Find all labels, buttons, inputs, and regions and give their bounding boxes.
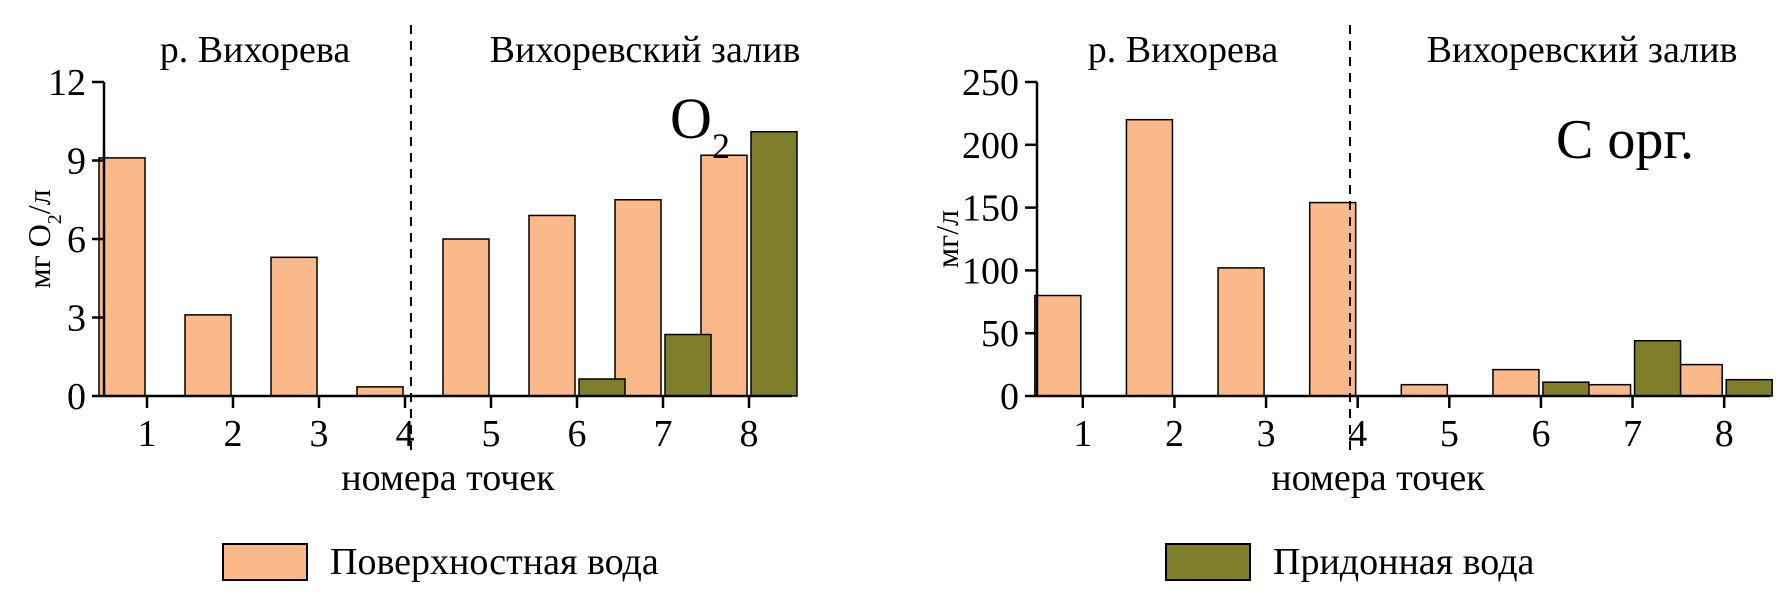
legend-bottom-water: Придонная вода — [1165, 540, 1534, 584]
x-tick-label: 2 — [224, 413, 243, 455]
x-tick-label: 4 — [396, 413, 415, 455]
legend-swatch-surface — [222, 543, 308, 581]
bar-bottom-8 — [1725, 378, 1773, 397]
x-tick-label: 1 — [138, 413, 157, 455]
legend-swatch-bottom — [1165, 543, 1251, 581]
bar-surface-8 — [1675, 363, 1723, 397]
bar-surface-2 — [184, 314, 232, 397]
x-tick-label: 5 — [482, 413, 501, 455]
x-tick-label: 7 — [654, 413, 673, 455]
y-tick-label: 0 — [1000, 376, 1019, 418]
bar-surface-1 — [1034, 294, 1082, 397]
x-tick-label: 6 — [568, 413, 587, 455]
x-tick-label: 8 — [1715, 413, 1734, 455]
legend-label-bottom: Придонная вода — [1273, 541, 1535, 583]
bar-bottom-7 — [1633, 339, 1682, 397]
y-tick-label: 3 — [67, 298, 86, 340]
y-tick-label: 6 — [67, 219, 86, 261]
y-tick-label: 250 — [962, 62, 1019, 104]
bar-bottom-6 — [1542, 381, 1590, 397]
bar-bottom-8 — [750, 130, 798, 397]
bar-surface-3 — [1217, 267, 1265, 397]
bar-surface-7 — [614, 199, 662, 397]
x-tick-label: 6 — [1531, 413, 1550, 455]
y-tick-label: 150 — [962, 188, 1019, 230]
region-label-river: р. Вихорева — [160, 29, 351, 71]
bar-surface-1 — [98, 157, 146, 397]
x-tick-label: 3 — [310, 413, 329, 455]
region-label-bay: Вихоревский залив — [490, 29, 801, 71]
x-tick-label: 7 — [1623, 413, 1642, 455]
y-tick-label: 9 — [67, 141, 86, 183]
legend-surface-water: Поверхностная вода — [222, 540, 659, 584]
legend-label-surface: Поверхностная вода — [330, 541, 659, 583]
bar-surface-5 — [442, 238, 490, 397]
bar-surface-2 — [1125, 118, 1174, 397]
y-tick-label: 100 — [962, 250, 1019, 292]
y-tick-label: 50 — [981, 313, 1019, 355]
organic-carbon-chart: 0 50 100 150 200 250 1 2 3 4 5 6 7 8 р. Вихорева Вихоре… — [929, 25, 1773, 499]
x-tick-label: 8 — [740, 413, 759, 455]
bar-surface-4 — [1308, 201, 1357, 397]
y-tick-label: 200 — [962, 125, 1019, 167]
region-label-bay: Вихоревский залив — [1427, 29, 1738, 71]
bar-bottom-7 — [664, 333, 712, 397]
y-tick-label: 12 — [48, 62, 86, 104]
x-tick-label: 3 — [1257, 413, 1276, 455]
bar-surface-5 — [1400, 383, 1449, 397]
bar-surface-4 — [356, 386, 404, 397]
chart-title: С орг. — [1556, 109, 1694, 171]
bar-surface-7 — [1583, 383, 1632, 397]
x-tick-label: 4 — [1348, 413, 1367, 455]
chart-title: O2 — [670, 86, 730, 166]
y-axis-label: мг/л — [929, 210, 965, 268]
bar-surface-6 — [1492, 368, 1540, 397]
bar-bottom-6 — [578, 378, 626, 397]
x-tick-label: 5 — [1440, 413, 1459, 455]
x-tick-label: 2 — [1165, 413, 1184, 455]
y-tick-label: 0 — [67, 376, 86, 418]
region-label-river: р. Вихорева — [1088, 29, 1279, 71]
x-axis-label: номера точек — [1271, 457, 1485, 499]
x-axis-label: номера точек — [341, 457, 555, 499]
bar-surface-6 — [528, 214, 576, 397]
y-axis-label: мг O2/л — [21, 189, 66, 288]
bar-surface-3 — [270, 256, 318, 397]
x-tick-label: 1 — [1073, 413, 1092, 455]
